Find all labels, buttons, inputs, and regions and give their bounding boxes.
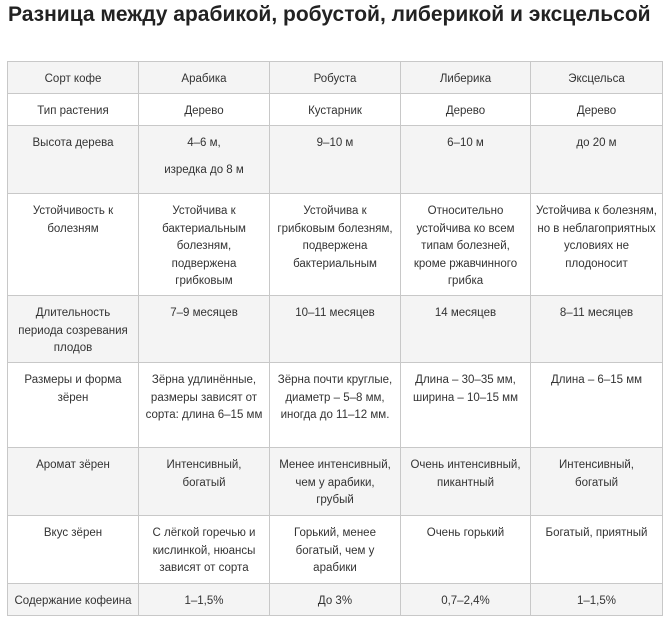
table-cell: 6–10 м <box>400 125 531 194</box>
table-cell: 4–6 м, изредка до 8 м <box>138 125 270 194</box>
table-row: Вкус зёрен С лёгкой горечью и кислинкой,… <box>7 515 663 584</box>
table-cell: Длина – 30–35 мм, ширина – 10–15 мм <box>400 362 531 448</box>
row-label: Длительность периода созревания плодов <box>7 295 139 363</box>
table-row: Высота дерева 4–6 м, изредка до 8 м 9–10… <box>7 125 663 194</box>
header-cell: Арабика <box>138 61 270 94</box>
table-cell: Очень горький <box>400 515 531 584</box>
table-cell: 0,7–2,4% <box>400 583 531 616</box>
table-cell: 9–10 м <box>269 125 401 194</box>
coffee-comparison-table: Сорт кофе Арабика Робуста Либерика Эксце… <box>7 61 663 616</box>
table-cell: Дерево <box>400 93 531 126</box>
table-cell: Устойчива к болезням, но в неблагоприятн… <box>530 193 663 296</box>
table-row: Размеры и форма зёрен Зёрна удлинённые, … <box>7 362 663 448</box>
row-label: Устойчивость к болезням <box>7 193 139 296</box>
table-cell: Зёрна удлинённые, размеры зависят от сор… <box>138 362 270 448</box>
table-cell: Горький, менее богатый, чем у арабики <box>269 515 401 584</box>
table-cell: 7–9 месяцев <box>138 295 270 363</box>
row-label: Тип растения <box>7 93 139 126</box>
table-header-row: Сорт кофе Арабика Робуста Либерика Эксце… <box>7 61 663 94</box>
table-cell: Интенсивный, богатый <box>530 447 663 516</box>
table-cell: 10–11 месяцев <box>269 295 401 363</box>
table-cell: С лёгкой горечью и кислинкой, нюансы зав… <box>138 515 270 584</box>
table-cell: Длина – 6–15 мм <box>530 362 663 448</box>
table-row: Длительность периода созревания плодов 7… <box>7 295 663 363</box>
row-label: Вкус зёрен <box>7 515 139 584</box>
table-row: Устойчивость к болезням Устойчива к бакт… <box>7 193 663 296</box>
header-cell: Робуста <box>269 61 401 94</box>
table-row: Содержание кофеина 1–1,5% До 3% 0,7–2,4%… <box>7 583 663 616</box>
table-cell: Богатый, приятный <box>530 515 663 584</box>
header-cell: Эксцельса <box>530 61 663 94</box>
cell-line: изредка до 8 м <box>164 163 244 176</box>
table-cell: Дерево <box>138 93 270 126</box>
row-label: Аромат зёрен <box>7 447 139 516</box>
table-cell: Очень интенсивный, пикантный <box>400 447 531 516</box>
row-label: Содержание кофеина <box>7 583 139 616</box>
table-cell: Кустарник <box>269 93 401 126</box>
table-cell: Зёрна почти круглые, диаметр – 5–8 мм, и… <box>269 362 401 448</box>
table-cell: До 3% <box>269 583 401 616</box>
page-title: Разница между арабикой, робустой, либери… <box>8 3 651 26</box>
table-cell: Устойчива к грибковым болезням, подверже… <box>269 193 401 296</box>
table-cell: Интенсивный, богатый <box>138 447 270 516</box>
header-cell: Либерика <box>400 61 531 94</box>
table-cell: 8–11 месяцев <box>530 295 663 363</box>
header-cell: Сорт кофе <box>7 61 139 94</box>
table-cell: 14 месяцев <box>400 295 531 363</box>
row-label: Размеры и форма зёрен <box>7 362 139 448</box>
table-cell: Относительно устойчива ко всем типам бол… <box>400 193 531 296</box>
table-row: Тип растения Дерево Кустарник Дерево Дер… <box>7 93 663 126</box>
row-label: Высота дерева <box>7 125 139 194</box>
table-cell: Менее интенсивный, чем у арабики, грубый <box>269 447 401 516</box>
table-cell: Дерево <box>530 93 663 126</box>
cell-line: 4–6 м, <box>187 137 221 149</box>
table-cell: Устойчива к бактериальным болезням, подв… <box>138 193 270 296</box>
table-cell: 1–1,5% <box>138 583 270 616</box>
table-row: Аромат зёрен Интенсивный, богатый Менее … <box>7 447 663 516</box>
table-cell: 1–1,5% <box>530 583 663 616</box>
table-cell: до 20 м <box>530 125 663 194</box>
